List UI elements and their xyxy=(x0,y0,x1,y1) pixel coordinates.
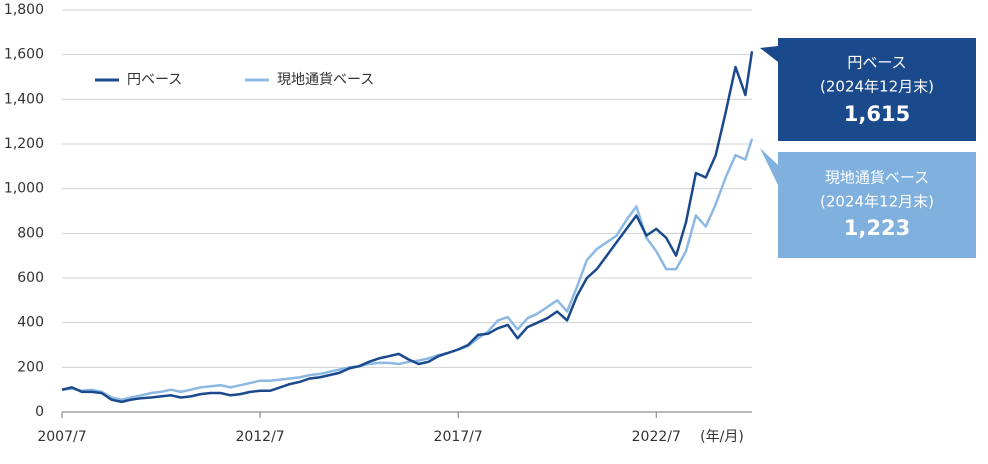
legend-label: 現地通貨ベース xyxy=(277,71,374,88)
annotation-local: 現地通貨ベース (2024年12月末) 1,223 xyxy=(760,148,976,258)
y-tick-label: 1,000 xyxy=(4,181,44,197)
y-tick-label: 400 xyxy=(17,315,44,331)
annotation-yen: 円ベース (2024年12月末) 1,615 xyxy=(760,38,976,141)
legend-label: 円ベース xyxy=(127,72,182,88)
y-tick-label: 1,200 xyxy=(4,136,44,152)
x-tick-label: 2007/7 xyxy=(37,429,86,445)
annotation-value: 1,615 xyxy=(844,102,910,126)
y-tick-label: 1,400 xyxy=(4,91,44,107)
x-axis-label: (年/月) xyxy=(700,429,744,445)
y-tick-label: 1,600 xyxy=(4,47,44,63)
annotation-note: (2024年12月末) xyxy=(820,78,934,96)
line-series xyxy=(61,51,754,404)
annotation-note: (2024年12月末) xyxy=(820,193,934,211)
y-tick-label: 600 xyxy=(17,270,44,286)
x-tick-label: 2017/7 xyxy=(434,429,483,445)
y-tick-label: 800 xyxy=(17,225,44,241)
annotation-pointer xyxy=(760,46,778,62)
line-series xyxy=(61,138,754,401)
x-tick-label: 2012/7 xyxy=(235,429,284,445)
annotation-box xyxy=(778,38,976,141)
annotation-box xyxy=(778,152,976,258)
y-tick-label: 1,800 xyxy=(4,2,44,18)
annotation-title: 現地通貨ベース xyxy=(825,169,929,187)
x-tick-label: 2022/7 xyxy=(632,429,681,445)
y-tick-label: 0 xyxy=(35,404,44,420)
annotation-value: 1,223 xyxy=(844,216,910,240)
y-tick-label: 200 xyxy=(17,359,44,375)
annotation-pointer xyxy=(760,148,778,185)
annotation-title: 円ベース xyxy=(847,54,906,72)
